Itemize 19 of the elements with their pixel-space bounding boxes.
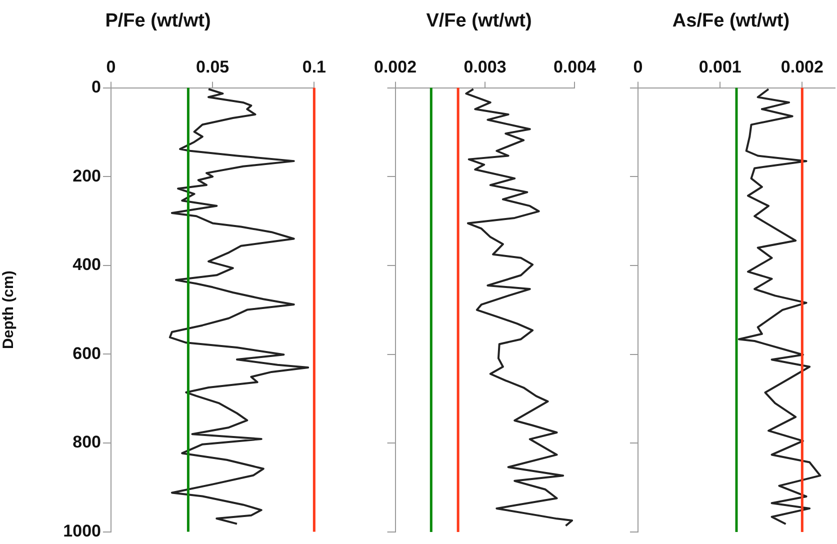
y-tick-label: 600	[72, 344, 101, 363]
x-tick-label: 0.05	[196, 57, 230, 76]
x-tick-label: 0	[106, 57, 116, 76]
x-tick-label: 0.002	[374, 57, 417, 76]
chart-title: V/Fe (wt/wt)	[426, 10, 532, 32]
y-axis-title: Depth (cm)	[0, 270, 18, 349]
x-tick-label: 0.1	[302, 57, 326, 76]
x-tick-label: 0.003	[464, 57, 506, 76]
x-tick-label: 0.002	[780, 57, 824, 76]
chart-title: As/Fe (wt/wt)	[672, 10, 790, 32]
y-tick-label: 1000	[63, 521, 101, 540]
x-tick-label: 0.001	[698, 57, 742, 76]
y-tick-label: 0	[92, 77, 101, 96]
y-tick-label: 800	[72, 432, 101, 452]
y-tick-label: 200	[72, 166, 101, 186]
x-tick-label: 0	[633, 57, 643, 76]
y-tick-label: 400	[72, 255, 101, 274]
x-tick-label: 0.004	[553, 57, 597, 76]
chart-title: P/Fe (wt/wt)	[105, 10, 211, 32]
